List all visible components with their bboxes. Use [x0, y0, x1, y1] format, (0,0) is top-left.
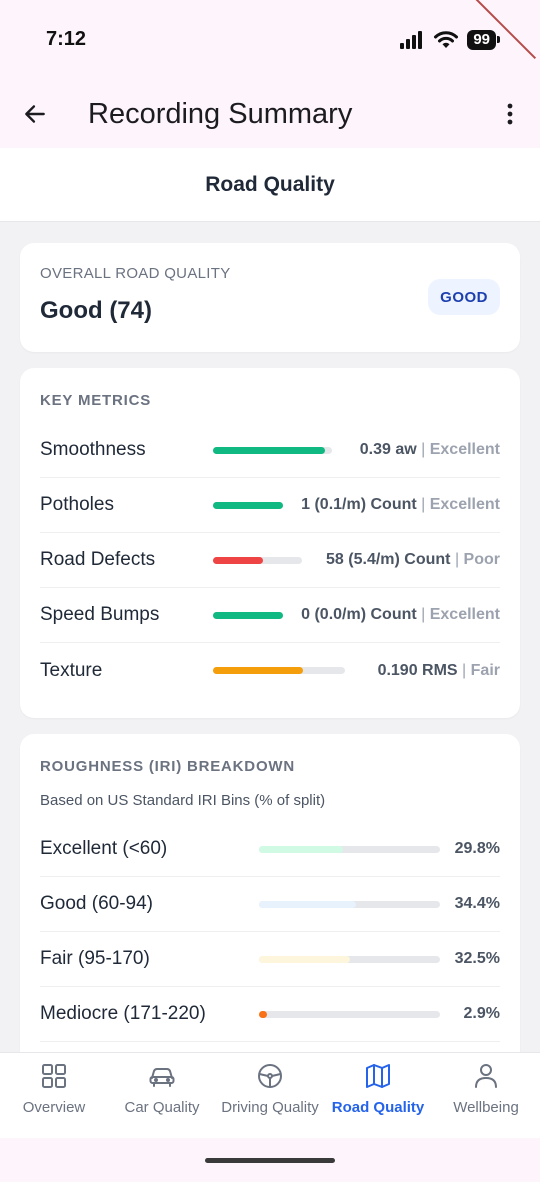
- signal-icon: [400, 31, 423, 49]
- bottom-navigation: Overview Car Quality Driving Quality Road Q…: [0, 1052, 540, 1138]
- iri-bar: [259, 900, 440, 908]
- nav-item-road-quality[interactable]: Road Quality: [324, 1053, 432, 1138]
- battery-indicator: 99: [467, 30, 500, 50]
- iri-row: Mediocre (171-220) 2.9%: [40, 987, 500, 1042]
- metric-bar-fill: [213, 611, 283, 619]
- iri-bin-name: Good (60-94): [40, 893, 154, 914]
- status-icons: 99: [399, 30, 500, 50]
- metric-value: 58 (5.4/m) Count | Poor: [326, 551, 500, 568]
- metric-row: Potholes 1 (0.1/m) Count | Excellent: [40, 478, 500, 533]
- nav-item-overview[interactable]: Overview: [0, 1053, 108, 1138]
- iri-bar-fill: [259, 845, 343, 853]
- section-header: Road Quality: [0, 148, 540, 222]
- metric-bar-fill: [213, 501, 283, 509]
- metric-row: Texture 0.190 RMS | Fair: [40, 643, 500, 698]
- nav-label: Car Quality: [124, 1099, 200, 1116]
- gesture-area: [0, 1138, 540, 1182]
- metric-rating: Poor: [463, 551, 500, 568]
- iri-bar-fill: [259, 955, 350, 963]
- metric-row: Road Defects 58 (5.4/m) Count | Poor: [40, 533, 500, 588]
- iri-percent: 32.5%: [454, 950, 500, 967]
- nav-item-car-quality[interactable]: Car Quality: [108, 1053, 216, 1138]
- metric-bar: [213, 501, 283, 509]
- car-icon: [149, 1068, 175, 1087]
- status-badge: GOOD: [428, 279, 500, 315]
- iri-bar-fill: [259, 1010, 267, 1018]
- metric-value: 0.190 RMS | Fair: [377, 661, 500, 679]
- scroll-content[interactable]: OVERALL ROAD QUALITY Good (74) GOOD KEY …: [0, 222, 540, 1052]
- metric-bar: [213, 556, 302, 564]
- iri-row: Fair (95-170) 32.5%: [40, 932, 500, 987]
- metric-bar-fill: [213, 556, 263, 564]
- steering-wheel-icon: [258, 1064, 282, 1088]
- iri-row: Good (60-94) 34.4%: [40, 877, 500, 932]
- metric-rating: Excellent: [429, 496, 500, 513]
- key-metrics-card: KEY METRICS Smoothness 0.39 aw | Excellen…: [20, 368, 520, 718]
- iri-title: ROUGHNESS (IRI) BREAKDOWN: [40, 758, 295, 775]
- nav-label: Road Quality: [331, 1099, 425, 1116]
- home-gesture-bar[interactable]: [205, 1158, 335, 1163]
- metric-row: Speed Bumps 0 (0.0/m) Count | Excellent: [40, 588, 500, 643]
- metric-value: 0.39 aw | Excellent: [359, 441, 500, 458]
- overall-quality-card: OVERALL ROAD QUALITY Good (74) GOOD: [20, 243, 520, 352]
- nav-item-wellbeing[interactable]: Wellbeing: [432, 1053, 540, 1138]
- metric-name: Road Defects: [40, 549, 156, 570]
- iri-bar: [259, 1010, 440, 1018]
- metric-bar: [213, 611, 283, 619]
- metric-bar: [213, 446, 332, 454]
- metric-bar: [213, 667, 345, 674]
- metric-reading: 0.190 RMS: [377, 661, 458, 679]
- iri-bar: [259, 955, 440, 963]
- person-icon: [475, 1064, 497, 1088]
- key-metrics-title: KEY METRICS: [40, 392, 152, 409]
- status-time: 7:12: [46, 27, 87, 50]
- iri-bin-name: Mediocre (171-220): [40, 1003, 206, 1024]
- metric-bar-fill: [213, 667, 303, 674]
- metric-name: Speed Bumps: [40, 604, 160, 625]
- iri-bin-name: Fair (95-170): [40, 948, 150, 969]
- metric-reading: 0 (0.0/m) Count: [301, 606, 417, 623]
- metric-rating: Excellent: [429, 606, 500, 623]
- page-title: Recording Summary: [88, 97, 353, 130]
- metric-value: 0 (0.0/m) Count | Excellent: [301, 606, 500, 623]
- metric-rating: Fair: [470, 661, 500, 679]
- more-vertical-icon: [507, 103, 513, 125]
- nav-label: Wellbeing: [453, 1099, 519, 1116]
- section-header-title: Road Quality: [205, 172, 335, 196]
- back-button[interactable]: [0, 80, 70, 148]
- app-bar: Recording Summary: [0, 80, 540, 148]
- nav-label: Driving Quality: [221, 1099, 319, 1116]
- iri-percent: 34.4%: [454, 895, 500, 912]
- iri-bar: [259, 845, 440, 853]
- metric-bar-fill: [213, 446, 325, 454]
- map-icon: [366, 1064, 390, 1088]
- metric-row: Smoothness 0.39 aw | Excellent: [40, 423, 500, 478]
- iri-row: Excellent (<60) 29.8%: [40, 822, 500, 877]
- metric-reading: 58 (5.4/m) Count: [326, 551, 451, 568]
- status-bar: 7:12 99: [0, 0, 540, 80]
- overall-label: OVERALL ROAD QUALITY: [40, 265, 231, 282]
- metric-reading: 0.39 aw: [359, 441, 417, 458]
- arrow-left-icon: [25, 105, 45, 123]
- metric-name: Texture: [40, 659, 103, 681]
- iri-percent: 29.8%: [454, 840, 500, 857]
- wifi-icon: [434, 31, 459, 48]
- iri-percent: 2.9%: [463, 1005, 500, 1022]
- grid-icon: [42, 1064, 66, 1088]
- iri-bar-fill: [259, 900, 356, 908]
- metric-reading: 1 (0.1/m) Count: [301, 496, 417, 513]
- more-options-button[interactable]: [480, 80, 540, 148]
- metric-value: 1 (0.1/m) Count | Excellent: [301, 496, 500, 513]
- iri-breakdown-card: ROUGHNESS (IRI) BREAKDOWN Based on US St…: [20, 734, 520, 1052]
- nav-item-driving-quality[interactable]: Driving Quality: [216, 1053, 324, 1138]
- metric-rating: Excellent: [429, 441, 500, 458]
- iri-subtitle: Based on US Standard IRI Bins (% of spli…: [40, 792, 326, 809]
- metric-name: Smoothness: [40, 439, 146, 460]
- overall-value: Good (74): [40, 297, 152, 324]
- metric-name: Potholes: [40, 494, 114, 515]
- iri-bin-name: Excellent (<60): [40, 838, 168, 859]
- nav-label: Overview: [22, 1099, 86, 1116]
